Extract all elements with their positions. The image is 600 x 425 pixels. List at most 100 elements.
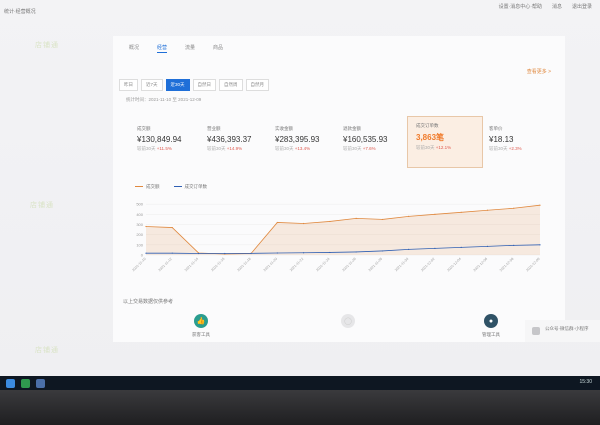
metric-compare: 较前30天 +12.1% bbox=[416, 145, 452, 150]
legend-item-orders[interactable]: 成交订单数 bbox=[174, 184, 208, 190]
chat-icon: ● bbox=[484, 314, 498, 328]
metric-change: +7.6% bbox=[362, 146, 376, 151]
thumbs-up-icon: 👍 bbox=[194, 314, 208, 328]
watermark: 店铺通 bbox=[30, 202, 54, 209]
y-tick-label: 500 bbox=[136, 202, 143, 207]
y-tick-label: 400 bbox=[136, 212, 143, 217]
main-tabs: 概况 经营 流量 商品 bbox=[129, 44, 223, 53]
data-point bbox=[513, 207, 515, 209]
data-point bbox=[381, 250, 383, 252]
view-more-link[interactable]: 查看更多 > bbox=[526, 69, 551, 75]
legend-item-revenue[interactable]: 成交额 bbox=[135, 184, 160, 190]
date-tab-30days[interactable]: 近30天 bbox=[165, 79, 190, 91]
metric-compare: 较前30天 +13.4% bbox=[275, 146, 311, 151]
metric-value: 3,863笔 bbox=[416, 133, 445, 142]
dashboard-panel: 概况 经营 流量 商品 查看更多 > 昨日 近7天 近30天 自然日 自然周 自… bbox=[113, 36, 565, 342]
date-range-tabs: 昨日 近7天 近30天 自然日 自然周 自然月 bbox=[119, 79, 270, 91]
y-tick-label: 200 bbox=[136, 232, 143, 237]
app-icon[interactable] bbox=[21, 378, 30, 388]
tab-overview[interactable]: 概况 bbox=[129, 45, 140, 51]
top-link-messages[interactable]: 消息 bbox=[551, 4, 562, 10]
data-point bbox=[250, 252, 252, 254]
metric-label: 客单价 bbox=[489, 126, 503, 131]
date-tab-month[interactable]: 自然月 bbox=[245, 79, 270, 91]
shortcut-item[interactable]: ● 管理工具 bbox=[471, 314, 511, 338]
x-tick-label: 2021-11-10 bbox=[131, 257, 146, 272]
date-tab-7days[interactable]: 近7天 bbox=[141, 79, 163, 91]
date-tab-yesterday[interactable]: 昨日 bbox=[119, 79, 138, 91]
date-tab-week[interactable]: 自然周 bbox=[219, 79, 243, 91]
metric-change: +12.1% bbox=[435, 145, 452, 150]
x-tick-label: 2021-12-02 bbox=[420, 257, 436, 273]
metric-card-selected[interactable]: 成交订单数 3,863笔 较前30天 +12.1% bbox=[407, 116, 483, 168]
metric-value: ¥160,535.93 bbox=[343, 135, 388, 144]
metric-card[interactable]: 营业额 ¥436,393.37 较前30天 +14.9% bbox=[207, 126, 252, 152]
data-point bbox=[513, 244, 515, 246]
data-point bbox=[329, 220, 331, 223]
y-tick-label: 300 bbox=[136, 222, 143, 227]
tab-traffic[interactable]: 流量 bbox=[185, 45, 196, 51]
data-point bbox=[276, 252, 278, 254]
data-point bbox=[197, 252, 200, 255]
monitor-bezel bbox=[0, 390, 600, 425]
shortcut-item[interactable]: ◯ bbox=[328, 314, 368, 332]
x-tick-label: 2021-12-09 bbox=[525, 257, 541, 273]
browser-screen: 统计·经营概况 设置·消息中心·帮助 消息 退出登录 店铺通 店铺通 店铺通 概… bbox=[0, 0, 600, 376]
top-link-logout[interactable]: 退出登录 bbox=[571, 4, 592, 10]
data-point bbox=[460, 211, 462, 213]
side-promo-text: 公众号·微信群·小程序 bbox=[545, 326, 589, 331]
data-point bbox=[408, 215, 410, 217]
data-point bbox=[434, 213, 436, 215]
data-point bbox=[171, 226, 173, 229]
metric-card[interactable]: 退款金额 ¥160,535.93 较前30天 +7.6% bbox=[343, 126, 388, 152]
data-point bbox=[303, 222, 305, 225]
data-point bbox=[303, 252, 305, 254]
metric-card[interactable]: 客单价 ¥18.13 较前30天 +2.3% bbox=[489, 126, 522, 152]
data-point bbox=[145, 225, 147, 228]
shortcut-label: 获客工具 bbox=[192, 332, 210, 337]
data-point bbox=[381, 218, 383, 221]
metric-label: 退款金额 bbox=[343, 126, 361, 131]
metric-change: +13.4% bbox=[294, 146, 311, 151]
trend-chart: 0 100 200 300 400 500 2021-11-10 2021-11-12 2021… bbox=[131, 202, 541, 273]
data-point bbox=[539, 204, 541, 206]
metric-label: 成交订单数 bbox=[416, 123, 439, 128]
shortcut-item[interactable]: 👍 获客工具 bbox=[181, 314, 221, 338]
data-point bbox=[486, 245, 489, 247]
data-point bbox=[539, 244, 541, 246]
data-point bbox=[460, 246, 462, 248]
tab-products[interactable]: 商品 bbox=[213, 45, 224, 51]
top-bar-title: 统计·经营概况 bbox=[4, 9, 36, 15]
app-icon[interactable] bbox=[36, 378, 45, 388]
metric-value: ¥130,849.94 bbox=[137, 135, 182, 144]
shortcut-section-title: 以上交易数据仅供参考 bbox=[123, 299, 174, 305]
data-point bbox=[355, 217, 357, 219]
metric-card[interactable]: 实收金额 ¥283,395.93 较前30天 +13.4% bbox=[275, 126, 320, 152]
metric-label: 成交额 bbox=[137, 126, 151, 131]
data-point bbox=[329, 251, 331, 254]
x-tick-label: 2021-11-14 bbox=[184, 257, 199, 272]
circle-icon: ◯ bbox=[341, 314, 355, 328]
shortcut-label: 管理工具 bbox=[482, 332, 500, 337]
tab-business[interactable]: 经营 bbox=[157, 45, 168, 53]
data-point bbox=[171, 252, 173, 254]
start-icon[interactable] bbox=[6, 378, 15, 388]
x-tick-label: 2021-11-30 bbox=[394, 257, 409, 272]
metric-change: +2.3% bbox=[508, 146, 522, 151]
metric-value: ¥283,395.93 bbox=[275, 135, 320, 144]
x-tick-label: 2021-11-28 bbox=[368, 257, 383, 272]
top-bar: 统计·经营概况 设置·消息中心·帮助 消息 退出登录 bbox=[0, 0, 600, 15]
x-tick-label: 2021-12-08 bbox=[499, 257, 515, 273]
side-promo-box[interactable]: 公众号·微信群·小程序 bbox=[525, 320, 600, 342]
top-link-settings[interactable]: 设置·消息中心·帮助 bbox=[498, 4, 542, 10]
y-tick-label: 0 bbox=[141, 253, 144, 258]
x-tick-label: 2021-11-20 bbox=[263, 257, 278, 272]
date-tab-day[interactable]: 自然日 bbox=[192, 79, 217, 91]
metric-card[interactable]: 成交额 ¥130,849.94 较前30天 +11.5% bbox=[137, 126, 182, 152]
x-tick-label: 2021-11-26 bbox=[342, 257, 357, 272]
series-area bbox=[146, 205, 540, 255]
metric-compare: 较前30天 +11.5% bbox=[137, 146, 172, 151]
x-tick-label: 2021-12-04 bbox=[446, 257, 462, 273]
metric-compare: 较前30天 +7.6% bbox=[343, 146, 376, 151]
promo-icon bbox=[532, 327, 540, 335]
